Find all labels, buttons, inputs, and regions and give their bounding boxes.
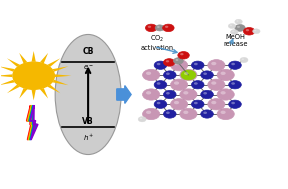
Circle shape <box>230 25 232 26</box>
Circle shape <box>217 108 234 120</box>
Polygon shape <box>7 85 20 93</box>
Circle shape <box>217 89 234 100</box>
Circle shape <box>170 99 188 110</box>
Circle shape <box>194 102 198 104</box>
Circle shape <box>192 81 204 89</box>
Circle shape <box>180 69 197 81</box>
Circle shape <box>166 73 170 75</box>
Polygon shape <box>7 58 20 67</box>
Circle shape <box>165 26 168 28</box>
Text: VB: VB <box>82 117 94 126</box>
Circle shape <box>231 63 235 65</box>
Circle shape <box>183 91 188 94</box>
Polygon shape <box>19 88 27 99</box>
Polygon shape <box>19 53 27 63</box>
Circle shape <box>180 108 197 120</box>
Circle shape <box>180 89 197 100</box>
Polygon shape <box>40 53 48 63</box>
Circle shape <box>242 58 244 60</box>
Text: MeOH
release: MeOH release <box>223 33 248 47</box>
Circle shape <box>183 111 188 114</box>
Circle shape <box>157 102 160 104</box>
Circle shape <box>157 26 160 28</box>
Circle shape <box>157 82 160 85</box>
Circle shape <box>183 72 188 75</box>
Circle shape <box>138 117 146 122</box>
Circle shape <box>229 100 241 108</box>
Circle shape <box>148 26 151 28</box>
Circle shape <box>232 31 234 32</box>
Circle shape <box>164 90 176 99</box>
Circle shape <box>235 25 245 31</box>
Text: e$^-$: e$^-$ <box>83 63 94 71</box>
Circle shape <box>211 101 216 104</box>
Polygon shape <box>55 74 71 77</box>
Circle shape <box>164 110 176 118</box>
Circle shape <box>253 29 260 34</box>
Circle shape <box>170 60 188 71</box>
Circle shape <box>194 63 198 65</box>
Circle shape <box>254 30 256 31</box>
Circle shape <box>180 53 183 55</box>
Circle shape <box>229 61 241 69</box>
Circle shape <box>155 25 164 31</box>
Polygon shape <box>53 66 69 72</box>
Circle shape <box>192 61 204 69</box>
Circle shape <box>228 24 236 29</box>
Circle shape <box>194 82 198 85</box>
Circle shape <box>201 71 213 79</box>
Circle shape <box>143 108 160 120</box>
Circle shape <box>203 92 207 94</box>
Polygon shape <box>32 90 36 101</box>
Polygon shape <box>53 80 69 85</box>
Polygon shape <box>0 66 15 72</box>
Polygon shape <box>40 88 48 99</box>
Circle shape <box>164 71 176 79</box>
Circle shape <box>175 59 178 61</box>
Circle shape <box>208 99 225 110</box>
Circle shape <box>143 89 160 100</box>
Circle shape <box>140 118 142 119</box>
Circle shape <box>174 58 183 64</box>
Circle shape <box>146 91 151 94</box>
Circle shape <box>174 101 179 104</box>
Circle shape <box>221 111 226 114</box>
Circle shape <box>170 79 188 90</box>
Circle shape <box>174 62 179 65</box>
Polygon shape <box>29 106 36 139</box>
Circle shape <box>154 81 167 89</box>
Circle shape <box>145 24 157 32</box>
Circle shape <box>231 30 238 34</box>
Circle shape <box>166 112 170 114</box>
Circle shape <box>146 72 151 75</box>
Circle shape <box>231 102 235 104</box>
Circle shape <box>201 90 213 99</box>
Circle shape <box>154 61 167 69</box>
Circle shape <box>203 112 207 114</box>
Circle shape <box>178 52 189 59</box>
Circle shape <box>229 81 241 89</box>
Circle shape <box>166 92 170 94</box>
Circle shape <box>236 20 238 22</box>
Polygon shape <box>47 58 60 67</box>
Circle shape <box>157 63 160 65</box>
Circle shape <box>166 60 169 62</box>
Circle shape <box>217 69 234 81</box>
Circle shape <box>184 72 188 75</box>
Polygon shape <box>32 51 36 62</box>
Text: CO$_2$
activation: CO$_2$ activation <box>140 33 173 51</box>
Circle shape <box>235 19 242 24</box>
Circle shape <box>181 70 196 80</box>
Circle shape <box>237 26 240 28</box>
Circle shape <box>163 24 174 32</box>
Circle shape <box>154 100 167 108</box>
Circle shape <box>13 62 54 89</box>
Circle shape <box>201 110 213 118</box>
Circle shape <box>208 79 225 90</box>
Circle shape <box>211 81 216 85</box>
Circle shape <box>246 29 249 31</box>
Circle shape <box>208 60 225 71</box>
Circle shape <box>211 62 216 65</box>
Circle shape <box>164 59 175 66</box>
